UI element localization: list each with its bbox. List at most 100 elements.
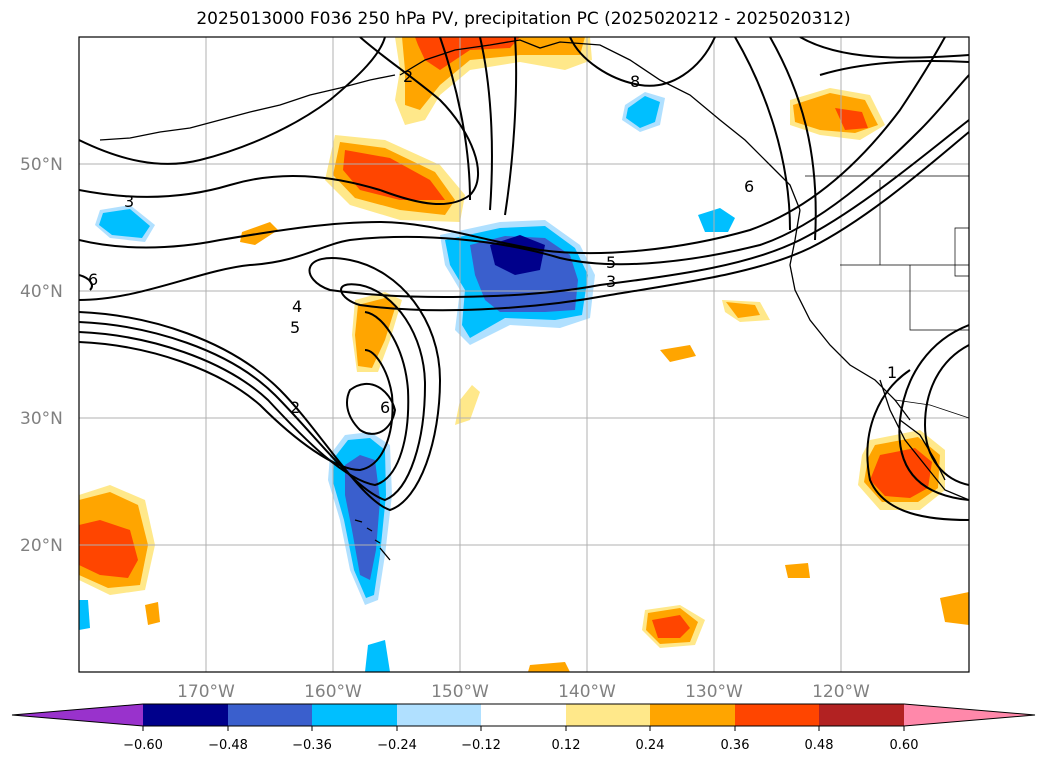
precip-positive-area	[940, 592, 969, 625]
pv-contour	[569, 37, 716, 87]
precip-negative-area	[365, 640, 390, 672]
precip-positive-area	[870, 448, 932, 498]
pv-contour	[346, 383, 397, 435]
pv-contour-label: 1	[887, 363, 897, 382]
pv-contour	[79, 274, 93, 291]
colorbar-segment	[397, 704, 481, 726]
political-borders	[805, 175, 969, 419]
precip-positive-area	[660, 345, 696, 362]
pv-contour	[479, 37, 493, 211]
map-title: 2025013000 F036 250 hPa PV, precipitatio…	[196, 9, 851, 29]
lon-label: 170°W	[177, 682, 235, 702]
latitude-labels: 50°N 40°N 30°N 20°N	[20, 155, 63, 556]
precip-negative-area	[698, 208, 735, 232]
colorbar-tick-label: 0.24	[636, 738, 665, 753]
hawaii-islands	[354, 519, 391, 561]
pv-contour	[79, 311, 410, 487]
precip-positive-area	[528, 662, 570, 672]
pv-contour	[504, 37, 518, 216]
lat-label: 50°N	[20, 155, 63, 175]
pv-contour-label: 2	[403, 67, 413, 86]
colorbar: −0.60 −0.48 −0.36 −0.24 −0.12 0.12 0.24 …	[11, 703, 1036, 753]
colorbar-tick-label: 0.36	[721, 738, 750, 753]
colorbar-segment	[819, 704, 904, 726]
colorbar-segment	[143, 704, 228, 726]
precip-positive-area	[726, 302, 760, 318]
colorbar-segment	[228, 704, 312, 726]
pv-contour	[79, 131, 969, 502]
pv-contour-label: 2	[290, 398, 300, 417]
precip-positive-area	[455, 385, 480, 425]
lon-label: 160°W	[304, 682, 362, 702]
pv-contour-label: 5	[290, 318, 300, 337]
map-background	[79, 37, 969, 672]
pv-contour	[734, 37, 791, 231]
us-mexico-border	[894, 399, 969, 419]
pv-contour	[79, 74, 969, 301]
pv-contour-label: 3	[606, 272, 616, 291]
pv-contour	[439, 37, 471, 201]
pv-contour-label: 6	[744, 177, 754, 196]
lon-label: 120°W	[812, 682, 870, 702]
pv-contour-label: 3	[124, 192, 134, 211]
precip-positive-area	[145, 602, 160, 625]
colorbar-segment	[481, 704, 566, 726]
colorbar-segment	[312, 704, 397, 726]
lat-label: 30°N	[20, 409, 63, 429]
colorbar-tick-label: −0.24	[377, 738, 417, 753]
precip-negative-area	[99, 209, 150, 238]
us-west-coastline	[789, 209, 911, 421]
pv-contour-label: 6	[88, 270, 98, 289]
alaska-coastline	[399, 39, 801, 211]
pv-contour	[866, 369, 969, 521]
precip-negative-area	[345, 455, 380, 580]
lon-label: 150°W	[431, 682, 489, 702]
pv-contour	[79, 119, 969, 512]
precip-negative-area	[626, 96, 660, 128]
precip-negative-area	[79, 600, 90, 630]
pv-contour-label: 5	[606, 253, 616, 272]
pv-contour	[79, 37, 946, 255]
precip-shading	[79, 37, 969, 672]
precip-positive-area	[785, 563, 810, 578]
colorbar-segment	[566, 704, 650, 726]
precip-positive-area	[79, 520, 138, 578]
map-gridlines	[79, 37, 969, 672]
pv-contour	[819, 60, 969, 76]
longitude-labels: 170°W 160°W 150°W 140°W 130°W 120°W	[177, 682, 870, 702]
precip-positive-area	[415, 37, 520, 70]
colorbar-tick-label: 0.48	[805, 738, 834, 753]
map-frame	[78, 36, 970, 673]
pv-contour-labels: 3 4 5 2 6 5 3 8 6 1 2 6	[88, 67, 897, 417]
pv-contour	[799, 37, 969, 59]
mexico-coastline	[879, 379, 969, 501]
colorbar-tick-label: −0.36	[292, 738, 332, 753]
pv-contour-label: 4	[292, 297, 302, 316]
pv-contour-label: 6	[380, 398, 390, 417]
lat-label: 40°N	[20, 282, 63, 302]
pv-contour	[898, 324, 969, 501]
colorbar-tick-label: −0.48	[208, 738, 248, 753]
colorbar-tick-label: −0.60	[123, 738, 163, 753]
lon-label: 130°W	[685, 682, 743, 702]
colorbar-extend-low	[12, 704, 143, 726]
colorbar-tick-label: 0.60	[890, 738, 919, 753]
lon-label: 140°W	[558, 682, 616, 702]
colorbar-tick-label: −0.12	[461, 738, 501, 753]
pv-contour	[769, 37, 817, 241]
aleutian-islands	[99, 74, 396, 141]
colorbar-extend-high	[904, 704, 1035, 726]
pv-contour-label: 8	[630, 72, 640, 91]
pv-contour	[923, 344, 969, 486]
colorbar-segment	[650, 704, 735, 726]
lat-label: 20°N	[20, 536, 63, 556]
state-borders	[840, 180, 969, 331]
precip-positive-area	[652, 615, 690, 638]
pv-contour	[79, 37, 386, 165]
pv-contour	[79, 37, 480, 206]
precip-positive-area	[835, 108, 868, 130]
colorbar-tick-label: 0.12	[552, 738, 581, 753]
pv-contours	[79, 37, 969, 521]
colorbar-segment	[735, 704, 819, 726]
